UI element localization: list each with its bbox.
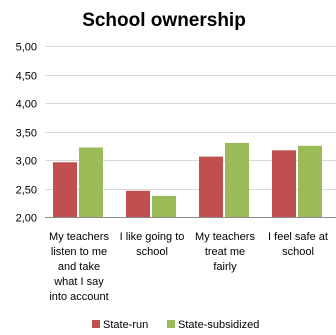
bar-state-subsidized-1: [152, 195, 176, 217]
y-tick-label: 2,00: [16, 213, 37, 225]
legend-label: State-run: [103, 319, 148, 331]
bars: [53, 142, 322, 217]
bar-state-subsidized-3: [298, 145, 322, 217]
y-tick-label: 3,00: [16, 156, 37, 168]
bar-state-run-3: [272, 150, 296, 217]
x-category-label: My teachers: [49, 231, 109, 243]
x-axis: My teachers listen to me and take what I sa…: [49, 231, 328, 303]
x-category-label: and take: [58, 261, 100, 273]
chart-title: School ownership: [82, 10, 246, 31]
legend: State-run State-subsidized: [92, 319, 259, 331]
x-category-label: My teachers: [195, 231, 255, 243]
x-category-label: school: [136, 246, 168, 258]
bar-state-run-0: [53, 162, 77, 217]
x-category-label: what I say: [53, 276, 104, 288]
bar-state-subsidized-2: [225, 142, 249, 217]
y-tick-label: 4,00: [16, 99, 37, 111]
x-category-label: fairly: [213, 261, 237, 273]
bar-state-run-2: [199, 156, 223, 217]
x-category-label: school: [282, 246, 314, 258]
bar-state-run-1: [126, 190, 150, 217]
x-category-label: listen to me: [51, 246, 107, 258]
y-tick-label: 4,50: [16, 71, 37, 83]
legend-swatch: [92, 320, 100, 328]
y-tick-label: 2,50: [16, 185, 37, 197]
x-category-label: into account: [49, 291, 108, 303]
y-tick-label: 3,50: [16, 128, 37, 140]
x-category-label: treat me: [205, 246, 245, 258]
x-category-label: I like going to: [120, 231, 185, 243]
y-tick-label: 5,00: [16, 42, 37, 54]
y-axis: 2,00 2,50 3,00 3,50 4,00 4,50 5,00: [16, 42, 37, 225]
bar-state-subsidized-0: [79, 147, 103, 217]
legend-swatch: [167, 320, 175, 328]
x-category-label: I feel safe at: [268, 231, 328, 243]
legend-label: State-subsidized: [178, 319, 259, 331]
